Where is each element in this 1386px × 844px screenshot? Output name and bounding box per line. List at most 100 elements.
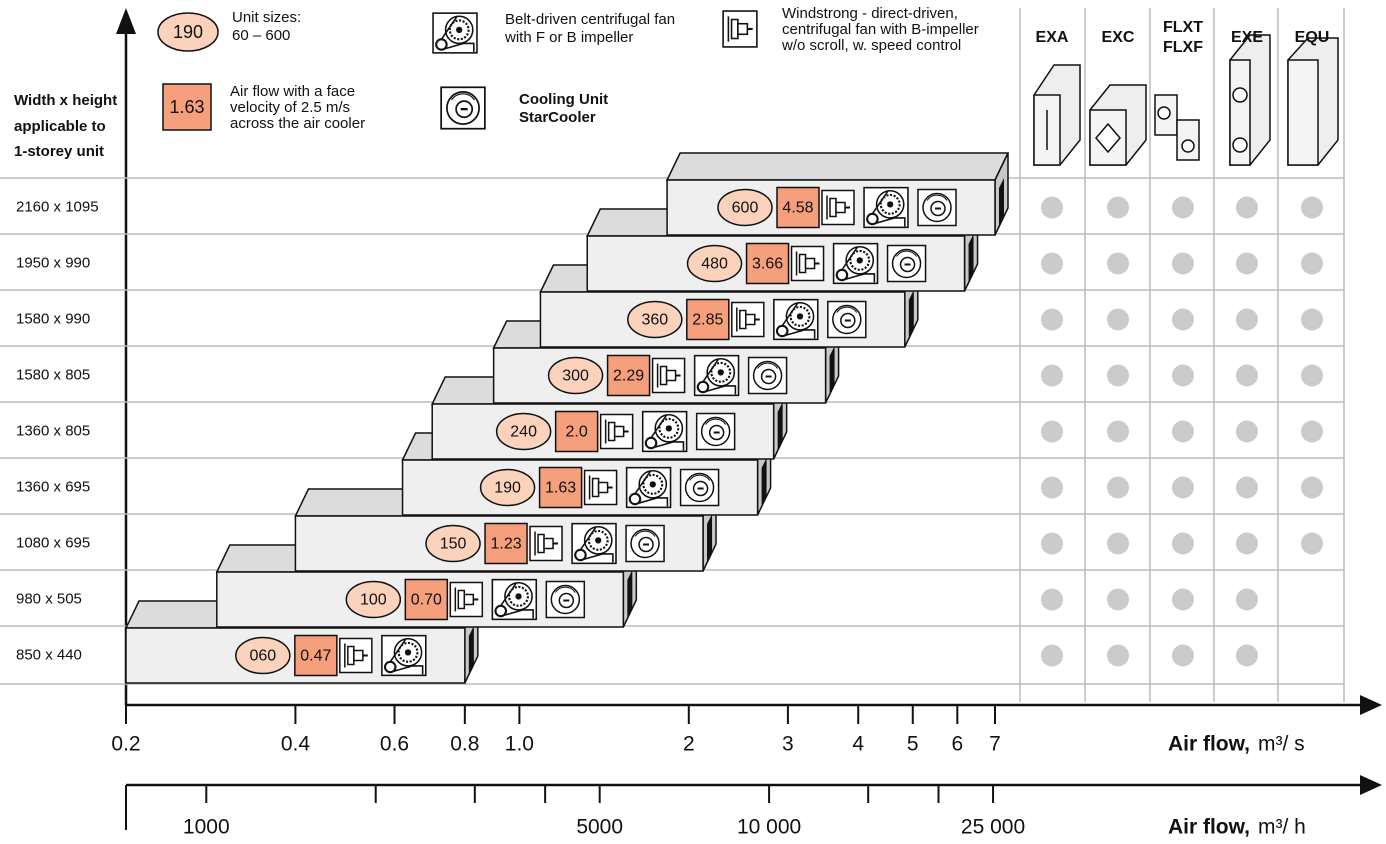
belt-icon — [572, 524, 616, 564]
column-header: EQU — [1295, 29, 1330, 46]
availability-dot — [1107, 589, 1129, 611]
belt-icon — [643, 412, 687, 452]
velocity-label: 2.0 — [566, 424, 588, 441]
legend-text: Air flow with a face — [230, 83, 355, 100]
legend-sample: 190 — [173, 22, 203, 42]
availability-dot — [1236, 197, 1258, 219]
availability-dot — [1301, 197, 1323, 219]
cooling-icon — [918, 190, 956, 226]
availability-dot — [1107, 197, 1129, 219]
legend-text: StarCooler — [519, 109, 596, 126]
dimension-label: 1360 x 805 — [16, 422, 90, 439]
size-label: 600 — [732, 200, 759, 217]
tick-label: 1.0 — [505, 733, 534, 756]
windstrong-icon — [792, 247, 824, 281]
windstrong-icon — [450, 583, 482, 617]
availability-dot — [1107, 533, 1129, 555]
size-label: 150 — [440, 536, 467, 553]
availability-dot — [1172, 477, 1194, 499]
axis-arrow — [1360, 775, 1382, 795]
axis-label: Air flow, — [1168, 733, 1250, 756]
dimension-label: 980 x 505 — [16, 590, 82, 607]
cooling-icon — [546, 582, 584, 618]
availability-dot — [1301, 421, 1323, 443]
row-header: 1-storey unit — [14, 143, 104, 160]
dimension-label: 1580 x 805 — [16, 366, 90, 383]
legend-text: centrifugal fan with B-impeller — [782, 21, 979, 38]
availability-dot — [1041, 645, 1063, 667]
axis-label: Air flow, — [1168, 816, 1250, 839]
cooling-icon — [828, 302, 866, 338]
axis-arrow — [116, 8, 136, 34]
cooling-icon — [888, 246, 926, 282]
legend-text: with F or B impeller — [504, 29, 633, 46]
legend-text: across the air cooler — [230, 115, 365, 132]
windstrong-icon — [340, 639, 372, 673]
dimension-label: 1080 x 695 — [16, 534, 90, 551]
legend-text: velocity of 2.5 m/s — [230, 99, 350, 116]
axis-unit: m³/ h — [1258, 816, 1306, 839]
dimension-label: 1580 x 990 — [16, 310, 90, 327]
axis-unit: m³/ s — [1258, 733, 1305, 756]
availability-dot — [1172, 533, 1194, 555]
tick-label: 0.8 — [450, 733, 479, 756]
availability-dot — [1236, 253, 1258, 275]
tick-label: 6 — [951, 733, 963, 756]
tick-label: 0.2 — [111, 733, 140, 756]
tick-label: 7 — [989, 733, 1001, 756]
availability-dot — [1301, 253, 1323, 275]
availability-dot — [1107, 477, 1129, 499]
belt-icon — [433, 13, 477, 53]
availability-dot — [1041, 365, 1063, 387]
windstrong-icon — [732, 303, 764, 337]
legend-text: Belt-driven centrifugal fan — [505, 11, 675, 28]
availability-dot — [1172, 589, 1194, 611]
size-label: 240 — [510, 424, 537, 441]
column-header: FLXF — [1163, 39, 1203, 56]
availability-dot — [1236, 421, 1258, 443]
tick-label: 25 000 — [961, 816, 1025, 839]
availability-dot — [1236, 309, 1258, 331]
legend-text: Unit sizes: — [232, 9, 301, 26]
windstrong-icon — [723, 11, 757, 47]
tick-label: 5 — [907, 733, 919, 756]
availability-dot — [1041, 477, 1063, 499]
belt-icon — [382, 636, 426, 676]
tick-label: 0.4 — [281, 733, 311, 756]
availability-dot — [1041, 309, 1063, 331]
row-header: applicable to — [14, 118, 106, 135]
availability-dot — [1236, 365, 1258, 387]
column-header: FLXT — [1163, 19, 1203, 36]
belt-icon — [695, 356, 739, 396]
cooling-icon — [697, 414, 735, 450]
windstrong-icon — [530, 527, 562, 561]
size-label: 480 — [701, 256, 728, 273]
availability-dot — [1041, 253, 1063, 275]
legend-text: 60 – 600 — [232, 27, 290, 44]
cooling-icon — [626, 526, 664, 562]
windstrong-icon — [585, 471, 617, 505]
availability-dot — [1301, 365, 1323, 387]
legend-text: Windstrong - direct-driven, — [782, 5, 958, 22]
cooling-icon — [441, 87, 485, 128]
column-header: EXC — [1102, 29, 1135, 46]
dimension-label: 1950 x 990 — [16, 254, 90, 271]
availability-dot — [1107, 365, 1129, 387]
windstrong-icon — [601, 415, 633, 449]
tick-label: 4 — [852, 733, 864, 756]
availability-dot — [1301, 477, 1323, 499]
size-label: 190 — [494, 480, 521, 497]
tick-label: 1000 — [183, 816, 230, 839]
unit-box: 4.58600 — [667, 153, 1008, 235]
tick-label: 3 — [782, 733, 794, 756]
legend-sample: 1.63 — [169, 97, 204, 117]
box-top — [667, 153, 1008, 180]
axis-arrow — [1360, 695, 1382, 715]
availability-dot — [1236, 533, 1258, 555]
cooling-icon — [681, 470, 719, 506]
availability-dot — [1041, 421, 1063, 443]
availability-dot — [1107, 253, 1129, 275]
size-label: 360 — [641, 312, 668, 329]
dimension-label: 1360 x 695 — [16, 478, 90, 495]
tick-label: 0.6 — [380, 733, 409, 756]
